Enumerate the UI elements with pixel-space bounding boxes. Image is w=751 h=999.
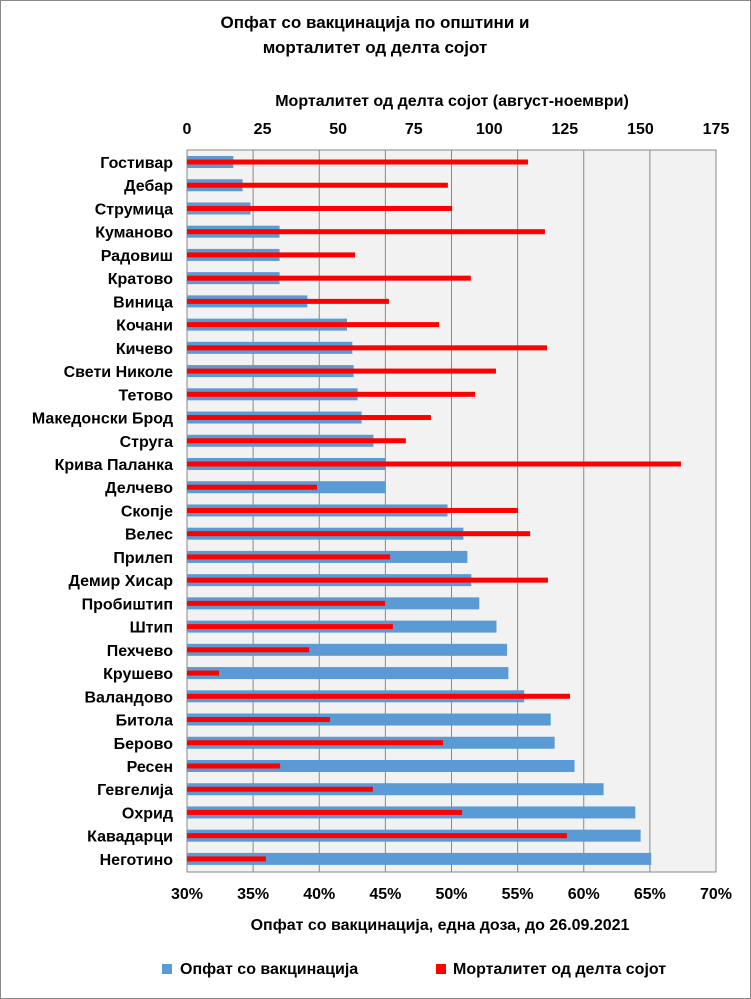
category-label: Берово — [114, 736, 174, 753]
bottom-tick-label: 70% — [700, 886, 732, 903]
top-tick-label: 0 — [183, 121, 192, 138]
category-label: Прилеп — [113, 550, 173, 567]
bar-mortality — [187, 786, 373, 792]
category-label: Кратово — [108, 271, 173, 288]
category-label: Неготино — [100, 852, 174, 869]
bottom-tick-label: 35% — [237, 886, 269, 903]
category-label: Гостивар — [100, 155, 173, 172]
category-label: Крушево — [103, 666, 173, 683]
bar-mortality — [187, 298, 389, 304]
bottom-axis-title: Опфат со вакцинација, една доза, до 26.0… — [251, 917, 630, 934]
chart-title-line1: Опфат со вакцинација по општини и — [221, 13, 530, 32]
top-tick-label: 125 — [552, 121, 579, 138]
bar-mortality — [187, 693, 570, 699]
bottom-tick-label: 40% — [303, 886, 335, 903]
category-label: Штип — [130, 620, 173, 637]
bar-mortality — [187, 809, 463, 815]
bar-mortality — [187, 577, 548, 583]
category-label: Гевгелија — [97, 782, 173, 799]
bottom-tick-label: 60% — [568, 886, 600, 903]
bar-mortality — [187, 368, 496, 374]
bar-mortality — [187, 740, 444, 746]
bar-mortality — [187, 624, 393, 630]
bottom-tick-label: 45% — [369, 886, 401, 903]
bar-vaccination — [187, 713, 551, 726]
bar-vaccination — [187, 643, 508, 656]
category-label: Битола — [116, 713, 174, 730]
top-tick-label: 150 — [627, 121, 654, 138]
category-label: Кочани — [116, 318, 173, 335]
category-label: Охрид — [122, 805, 173, 822]
bar-mortality — [187, 507, 519, 513]
bar-mortality — [187, 554, 391, 560]
bar-mortality — [187, 647, 310, 653]
top-axis-title: Морталитет од делта сојот (август-ноемвр… — [275, 93, 629, 110]
bar-mortality — [187, 205, 453, 211]
legend: Опфат со вакцинација Морталитет од делта… — [162, 961, 666, 978]
bar-mortality — [187, 229, 545, 235]
category-label: Кичево — [116, 341, 173, 358]
bar-mortality — [187, 600, 385, 606]
legend-swatch-vaccination — [162, 964, 172, 974]
bar-mortality — [187, 484, 317, 490]
category-label: Свети Николе — [64, 364, 174, 381]
bar-mortality — [187, 415, 431, 421]
category-label: Пехчево — [107, 643, 174, 660]
category-label: Струга — [120, 434, 174, 451]
bottom-tick-label: 30% — [171, 886, 203, 903]
bottom-tick-label: 65% — [634, 886, 666, 903]
bar-vaccination — [187, 783, 604, 796]
bottom-tick-label: 55% — [502, 886, 534, 903]
category-label: Велес — [125, 527, 173, 544]
bar-vaccination — [187, 759, 575, 772]
bar-mortality — [187, 252, 356, 258]
bar-mortality — [187, 438, 406, 444]
chart-title-line2: морталитет од делта сојот — [263, 38, 488, 57]
bar-mortality — [187, 763, 281, 769]
bar-mortality — [187, 856, 266, 862]
category-label: Крива Паланка — [55, 457, 173, 474]
bottom-tick-label: 50% — [435, 886, 467, 903]
bar-mortality — [187, 391, 476, 397]
category-label: Валандово — [84, 689, 173, 706]
category-label: Демир Хисар — [69, 573, 174, 590]
category-label: Кавадарци — [87, 829, 173, 846]
top-tick-label: 50 — [329, 121, 347, 138]
legend-label-vaccination: Опфат со вакцинација — [180, 961, 358, 978]
category-label: Радовиш — [101, 248, 173, 265]
category-label: Македонски Брод — [32, 411, 173, 428]
bar-mortality — [187, 461, 681, 467]
bar-mortality — [187, 275, 471, 281]
legend-label-mortality: Морталитет од делта сојот — [453, 961, 666, 978]
bar-mortality — [187, 345, 548, 351]
top-tick-label: 25 — [254, 121, 272, 138]
category-label: Ресен — [127, 759, 173, 776]
bar-mortality — [187, 531, 531, 537]
bar-mortality — [187, 182, 448, 188]
category-label: Пробиштип — [82, 596, 173, 613]
category-label: Тетово — [119, 387, 174, 404]
category-label: Струмица — [95, 201, 173, 218]
bar-mortality — [187, 159, 528, 165]
bar-mortality — [187, 670, 220, 676]
category-label: Куманово — [95, 225, 173, 242]
bar-mortality — [187, 833, 567, 839]
bar-vaccination — [187, 852, 652, 865]
top-tick-label: 100 — [476, 121, 503, 138]
category-label: Дебар — [124, 178, 173, 195]
top-tick-label: 175 — [703, 121, 730, 138]
bar-mortality — [187, 322, 440, 328]
category-label: Делчево — [105, 480, 173, 497]
category-label: Виница — [113, 294, 173, 311]
top-tick-label: 75 — [405, 121, 423, 138]
bar-mortality — [187, 717, 330, 723]
bar-vaccination — [187, 667, 509, 680]
category-label: Скопје — [121, 503, 173, 520]
legend-swatch-mortality — [436, 964, 446, 974]
